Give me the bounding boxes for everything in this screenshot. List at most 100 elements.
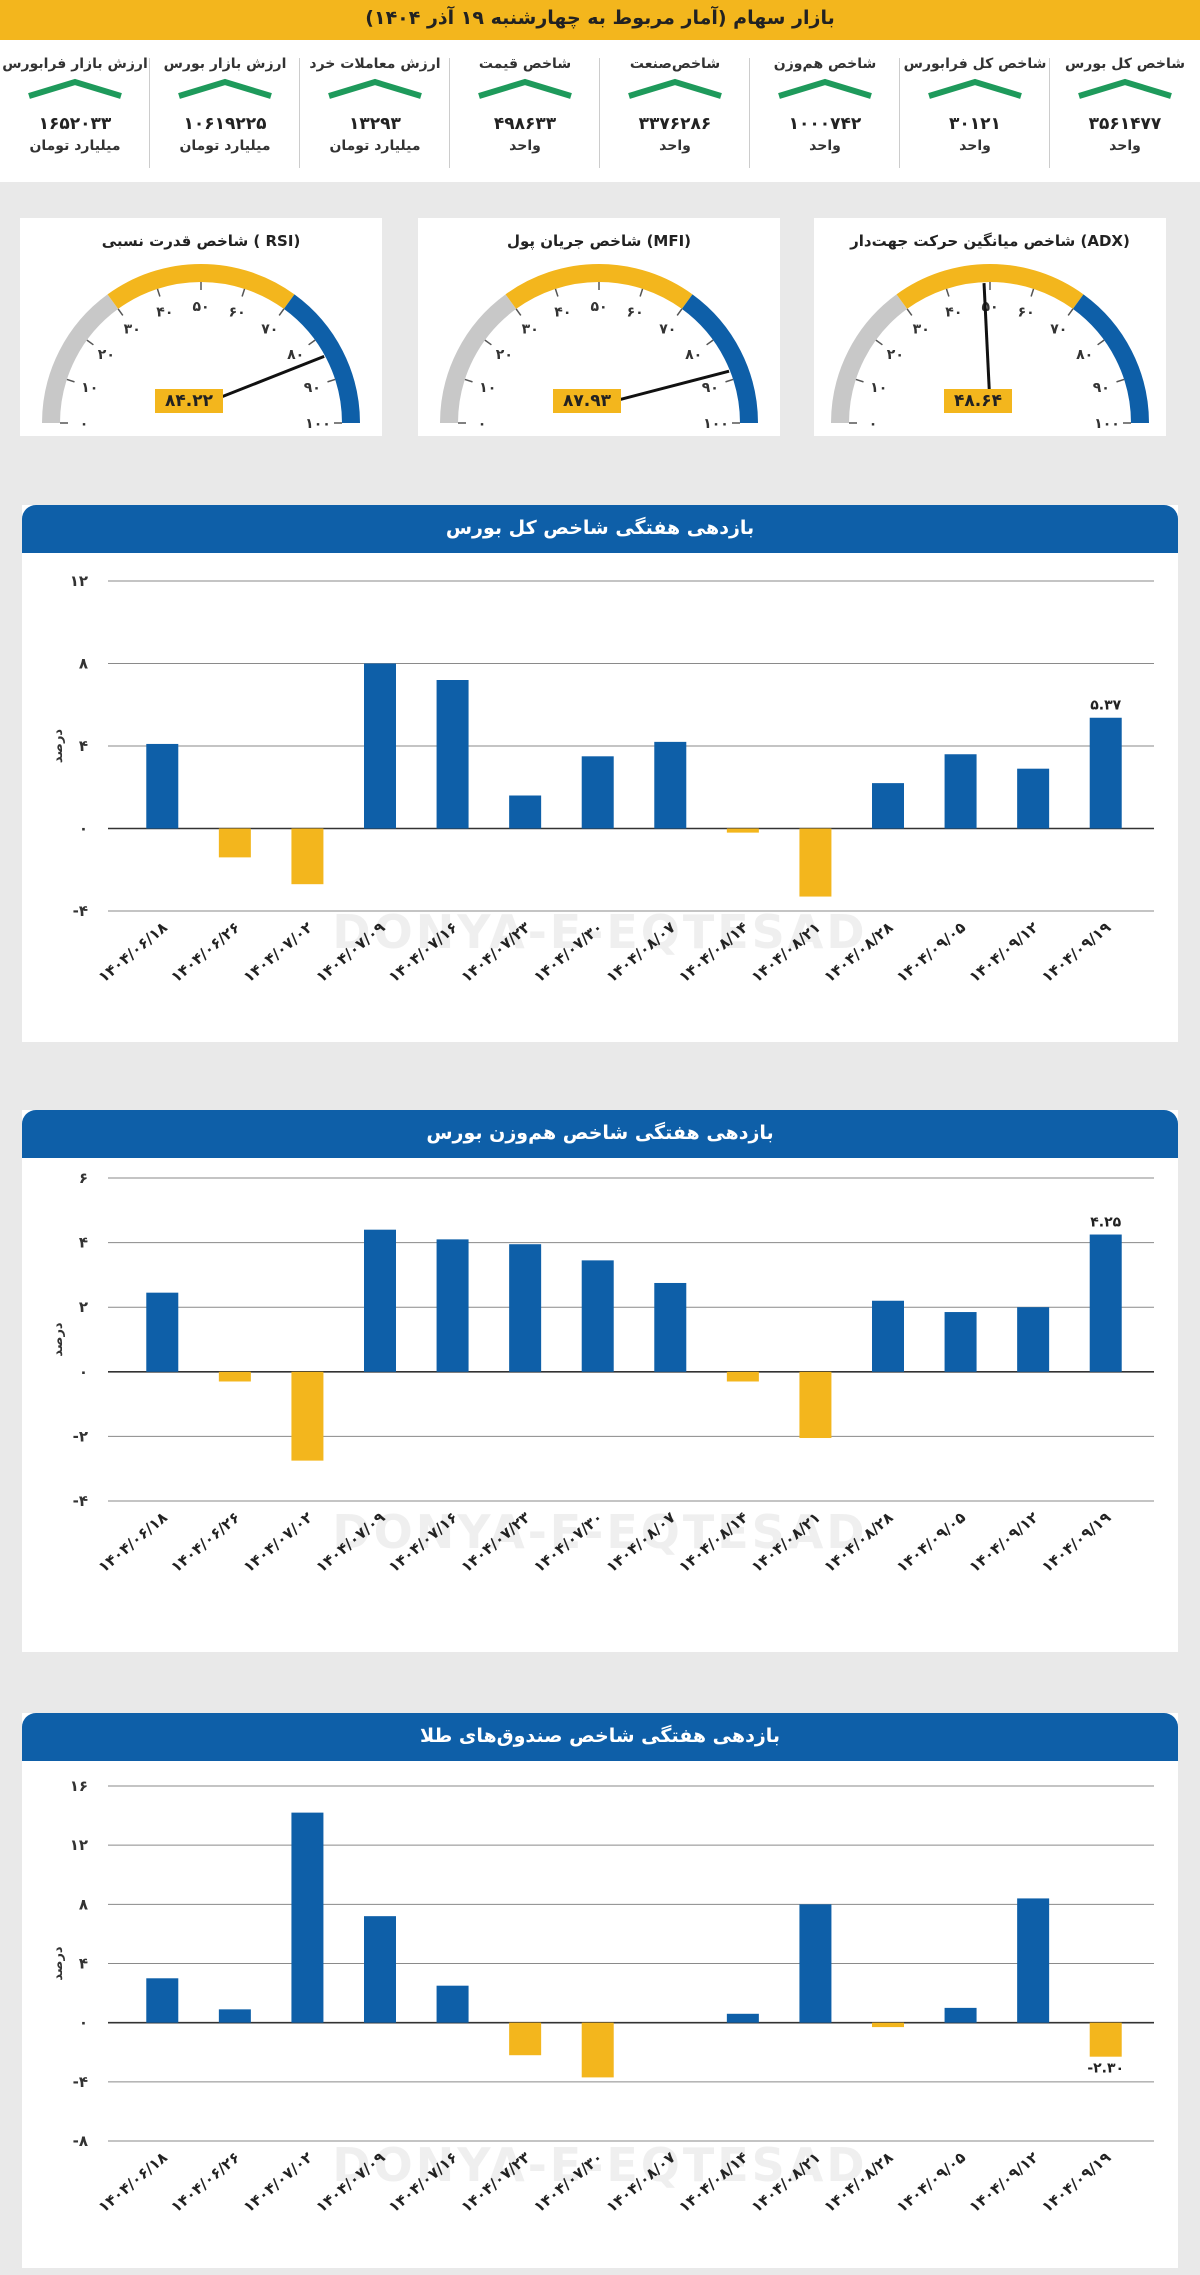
stat-unit: میلیارد تومان bbox=[179, 138, 271, 154]
gauge-tick-label: ۶۰ bbox=[627, 305, 644, 321]
x-tick-label: ۱۴۰۴/۰۹/۱۲ bbox=[966, 1508, 1042, 1576]
stat-value: ۱۰۶۱۹۲۲۵ bbox=[183, 114, 267, 134]
gauge-band-mid bbox=[107, 264, 295, 309]
gauge-tick bbox=[706, 339, 714, 346]
bar bbox=[146, 1978, 179, 2023]
page-title: بازار سهام (آمار مربوط به چهارشنبه ۱۹ آذ… bbox=[365, 7, 835, 29]
watermark: DONYA-E-EQTESAD bbox=[332, 1505, 867, 1559]
gauge-tick-label: ۱۰ bbox=[870, 380, 887, 396]
header-bar: بازار سهام (آمار مربوط به چهارشنبه ۱۹ آذ… bbox=[0, 0, 1200, 40]
watermark: DONYA-E-EQTESAD bbox=[332, 905, 867, 959]
gauge-tick-label: ۳۰ bbox=[913, 321, 930, 337]
gauge-tick-label: ۱۰۰ bbox=[305, 416, 331, 432]
bar bbox=[799, 1904, 832, 2023]
gauge-tick-label: ۰ bbox=[80, 416, 89, 432]
gauge-card: شاخص میانگین حرکت جهت‌دار (ADX) ۰ ۱۰ ۲۰ ۳۰ ۴۰… bbox=[814, 218, 1166, 436]
gauge-tick-label: ۶۰ bbox=[1018, 305, 1035, 321]
bar bbox=[218, 828, 251, 858]
bar bbox=[1017, 1307, 1050, 1372]
bar bbox=[726, 2013, 759, 2023]
divider bbox=[299, 58, 300, 168]
gauge-title: شاخص قدرت نسبی ( RSI) bbox=[101, 232, 301, 250]
gauge-tick-label: ۸۰ bbox=[1076, 347, 1093, 363]
gauge-tick-label: ۵۰ bbox=[590, 299, 607, 315]
data-label: -۲.۳۰ bbox=[1087, 2061, 1124, 2077]
stat-item: ارزش بازار بورس ۱۰۶۱۹۲۲۵ میلیارد تومان bbox=[149, 50, 300, 172]
bar bbox=[364, 663, 396, 829]
trend-up-icon bbox=[778, 78, 872, 99]
gauge-tick bbox=[875, 339, 883, 346]
trend-up-icon bbox=[928, 78, 1022, 99]
x-tick-label: ۱۴۰۴/۰۶/۱۸ bbox=[95, 918, 171, 986]
panel-bourse-index: بازدهی هفتگی شاخص کل بورس DONYA-E-EQTESA… bbox=[22, 505, 1178, 1042]
y-tick-label: ۸ bbox=[79, 1895, 88, 1913]
bar bbox=[218, 1371, 251, 1382]
gauge-band-low bbox=[42, 294, 119, 424]
bar bbox=[1089, 2022, 1122, 2057]
gauge-tick-label: ۸۰ bbox=[287, 347, 304, 363]
y-tick-label: ۰ bbox=[79, 2014, 88, 2032]
trend-up-icon bbox=[1078, 78, 1172, 99]
gauge-tick-label: ۶۰ bbox=[229, 305, 246, 321]
bar bbox=[146, 743, 179, 829]
bar bbox=[654, 1282, 687, 1372]
x-tick-label: ۱۴۰۴/۰۷/۰۲ bbox=[240, 1508, 316, 1576]
stat-label: شاخص‌صنعت bbox=[629, 56, 721, 72]
gauge-value: ۴۸.۶۴ bbox=[944, 389, 1012, 413]
y-tick-label: -۸ bbox=[73, 2132, 88, 2150]
y-tick-label: ۲ bbox=[79, 1298, 88, 1316]
trend-up-icon bbox=[178, 78, 272, 99]
divider bbox=[149, 58, 150, 168]
chart-bourse-index: DONYA-E-EQTESAD-۴۰۴۸۱۲درصد۱۴۰۴/۰۶/۱۸۱۴۰۴… bbox=[51, 572, 1154, 986]
gauge-tick bbox=[278, 308, 285, 316]
gauge-band-high bbox=[1072, 294, 1149, 424]
bar bbox=[799, 1371, 832, 1439]
gauge-tick bbox=[1067, 308, 1074, 316]
bar bbox=[1017, 1898, 1050, 2023]
bar bbox=[146, 1292, 179, 1372]
bar bbox=[436, 680, 469, 829]
bar bbox=[944, 1312, 977, 1372]
y-tick-label: ۰ bbox=[79, 1363, 88, 1381]
stat-unit: واحد bbox=[959, 138, 991, 154]
bar bbox=[509, 1244, 542, 1372]
bar bbox=[364, 1916, 396, 2023]
bar bbox=[654, 741, 687, 829]
bar bbox=[726, 1371, 759, 1382]
gauge-tick bbox=[117, 308, 124, 316]
stat-unit: میلیارد تومان bbox=[29, 138, 121, 154]
gauge-tick-label: ۹۰ bbox=[1093, 380, 1110, 396]
gauge-tick-label: ۳۰ bbox=[522, 321, 539, 337]
stat-label: شاخص هم‌وزن bbox=[773, 56, 877, 72]
gauge-tick bbox=[241, 288, 246, 297]
gauge-tick-label: ۹۰ bbox=[702, 380, 719, 396]
bar bbox=[944, 2007, 977, 2023]
gauge-band-mid bbox=[505, 264, 693, 309]
bar bbox=[726, 828, 759, 833]
divider bbox=[899, 58, 900, 168]
bar bbox=[291, 828, 324, 885]
gauge-tick bbox=[515, 308, 522, 316]
bar bbox=[872, 783, 904, 829]
divider bbox=[749, 58, 750, 168]
gauge-value: ۸۴.۲۲ bbox=[155, 389, 223, 413]
divider bbox=[1049, 58, 1050, 168]
x-tick-label: ۱۴۰۴/۰۹/۱۲ bbox=[966, 918, 1042, 986]
stat-label: ارزش بازار فرابورس bbox=[2, 56, 148, 72]
x-tick-label: ۱۴۰۴/۰۷/۰۲ bbox=[240, 2148, 316, 2216]
bar bbox=[1089, 1234, 1122, 1372]
trend-up-icon bbox=[28, 78, 122, 99]
gauge-needle bbox=[982, 283, 992, 406]
gauge-card: شاخص جریان پول (MFI) ۰ ۱۰ ۲۰ ۳۰ ۴۰ ۵۰ ۶۰ ۷۰ ۸۰ ۹۰ ۱… bbox=[418, 218, 780, 436]
x-tick-label: ۱۴۰۴/۰۹/۱۹ bbox=[1038, 1508, 1114, 1576]
gauge-title: شاخص جریان پول (MFI) bbox=[506, 232, 692, 250]
stat-value: ۱۰۰۰۷۴۲ bbox=[788, 114, 862, 134]
panel-equal-weight-index: بازدهی هفتگی شاخص هم‌وزن بورس DONYA-E-EQ… bbox=[22, 1110, 1178, 1652]
y-tick-label: ۰ bbox=[79, 820, 88, 838]
bar bbox=[364, 1229, 396, 1372]
gauge-tick bbox=[1030, 288, 1035, 297]
x-tick-label: ۱۴۰۴/۰۹/۱۹ bbox=[1038, 918, 1114, 986]
gauge-tick bbox=[484, 339, 492, 346]
y-tick-label: ۱۲ bbox=[70, 572, 88, 590]
gauge-tick-label: ۴۰ bbox=[554, 305, 571, 321]
